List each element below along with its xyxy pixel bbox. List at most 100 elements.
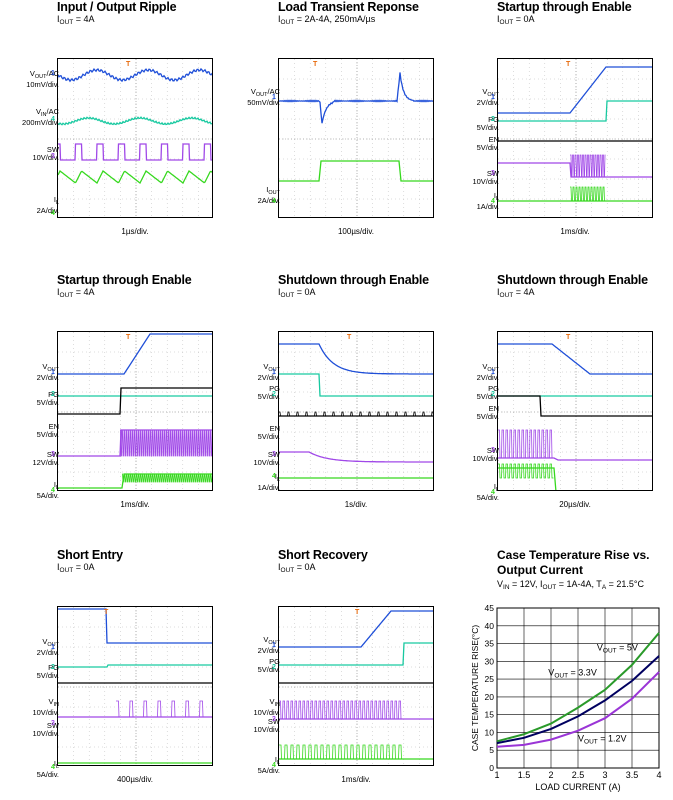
channel-marker: 2 [272,391,276,398]
panel-subtitle: IOUT = 0A [497,14,535,26]
channel-marker: 2 [51,391,55,398]
panel-shutdown-0a: Shutdown through Enable IOUT = 0A T VOUT 2V/… [253,273,488,523]
y-tick-label: 15 [485,710,495,720]
channel-label: IL 5A/div. [36,759,59,779]
oscilloscope-screen [278,331,434,491]
trigger-marker: T [566,334,571,341]
oscilloscope-screen [278,58,434,218]
channel-marker: 1 [272,94,276,101]
trace-sw [58,429,212,457]
panel-load-transient: Load Transient Reponse IOUT = 2A-4A, 250m… [247,0,488,250]
channel-label: IL 1A/div. [257,472,280,492]
trace-sw [279,451,433,463]
channel-marker: 2 [491,391,495,398]
channel-label: VOUT 2V/div. [257,362,280,382]
channel-label: VOUT 2V/div. [476,362,499,382]
series-label-1: VOUT = 3.3V [548,668,597,680]
trace-en [58,387,212,415]
panel-title: Startup through Enable [57,273,192,287]
trace-pg [279,642,433,666]
trace-burst-1 [122,473,212,483]
channel-label: EN 5V/div. [36,422,59,439]
panel-startup-0a: Startup through Enable IOUT = 0A T VOUT 2V/d… [472,0,673,250]
oscilloscope-screen [57,331,213,491]
channel-marker: 2 [272,664,276,671]
panel-input-output-ripple: Input / Output Ripple IOUT = 4A T VOUT/AC 10… [22,0,267,250]
channel-label: IL 5A/div. [476,482,499,502]
channel-label: EN 5V/div. [257,424,280,441]
channel-marker: 2 [491,116,495,123]
series-line-2 [496,671,660,748]
channel-marker: 4 [51,210,55,217]
y-tick-label: 0 [489,763,494,773]
channel-label: PG 5V/div. [36,663,59,680]
channel-label: EN 5V/div. [476,135,499,152]
channel-marker: 3 [51,451,55,458]
channel-marker: 1 [51,70,55,77]
x-tick-label: 1 [494,770,499,780]
panel-short-entry: Short Entry IOUT = 0A T VOUT 2V/div. 1 PG 5V/di… [32,548,267,798]
channel-label: SW 10V/div. [253,717,280,734]
scope-grid [498,332,652,490]
panel-title: Load Transient Reponse [278,0,419,14]
y-tick-label: 20 [485,692,495,702]
scope-grid [58,332,212,490]
trace-vout [498,66,652,114]
channel-marker: 4 [272,198,276,205]
channel-label: IOUT 2A/div. [257,185,280,205]
subtitle-subscript: OUT [280,292,295,299]
x-tick-label: 3.5 [626,770,639,780]
trace-vout [58,333,212,375]
channel-marker: 4 [491,198,495,205]
x-tick-label: 2 [548,770,553,780]
panel-title: Input / Output Ripple [57,0,177,14]
oscilloscope-screen [57,58,213,218]
trace-vout [498,343,652,375]
series-label-0: VOUT = 5V [597,643,638,655]
scope-grid [279,332,433,490]
channel-label: VIN 10V/div. [32,697,59,717]
timebase-label: 1ms/div. [120,500,150,509]
trace-sw [498,162,652,178]
channel-marker: 3 [51,153,55,160]
trace-il [58,169,212,185]
chart9-title-line2: Output Current [497,563,583,577]
subtitle-subscript: OUT [59,567,74,574]
channel-label: VIN 10V/div. [253,697,280,717]
trace-pg [279,373,433,397]
channel-marker: 1 [51,369,55,376]
panel-subtitle: IOUT = 2A-4A, 250mA/µs [278,14,376,26]
channel-label: PG 5V/div. [476,384,499,401]
subtitle-subscript: OUT [59,19,74,26]
x-tick-label: 1.5 [518,770,531,780]
trigger-marker: T [126,334,131,341]
chart9-title-line1: Case Temperature Rise vs. [497,548,650,562]
channel-marker: 4 [272,473,276,480]
trace-burst-0 [120,429,212,457]
panel-subtitle: IOUT = 4A [57,287,95,299]
subtitle-subscript: OUT [499,19,514,26]
y-tick-label: 45 [485,603,495,613]
channel-label: PG 5V/div. [257,384,280,401]
channel-marker: 1 [491,94,495,101]
channel-label: EN 5V/div. [476,404,499,421]
scope-grid [58,607,212,765]
trace-burst-1 [570,186,606,202]
timebase-label: 1ms/div. [560,227,590,236]
trace-pg [498,100,652,122]
panel-shutdown-4a: Shutdown through Enable IOUT = 4A T VOUT 2V/… [472,273,673,523]
trace-il [58,473,212,489]
panel-title: Shutdown through Enable [278,273,429,287]
channel-label: VIN/AC 200mV/div. [22,107,59,127]
timebase-label: 1ms/div. [341,775,371,784]
y-tick-label: 35 [485,639,495,649]
channel-marker: 1 [272,369,276,376]
channel-marker: 4 [51,764,55,771]
channel-marker: 4 [491,489,495,496]
channel-marker: 3 [51,720,55,727]
panel-title: Shutdown through Enable [497,273,648,287]
trace-vin [58,116,212,126]
oscilloscope-screen [57,606,213,766]
trace-vout [58,608,212,644]
trace-vout [279,343,433,375]
